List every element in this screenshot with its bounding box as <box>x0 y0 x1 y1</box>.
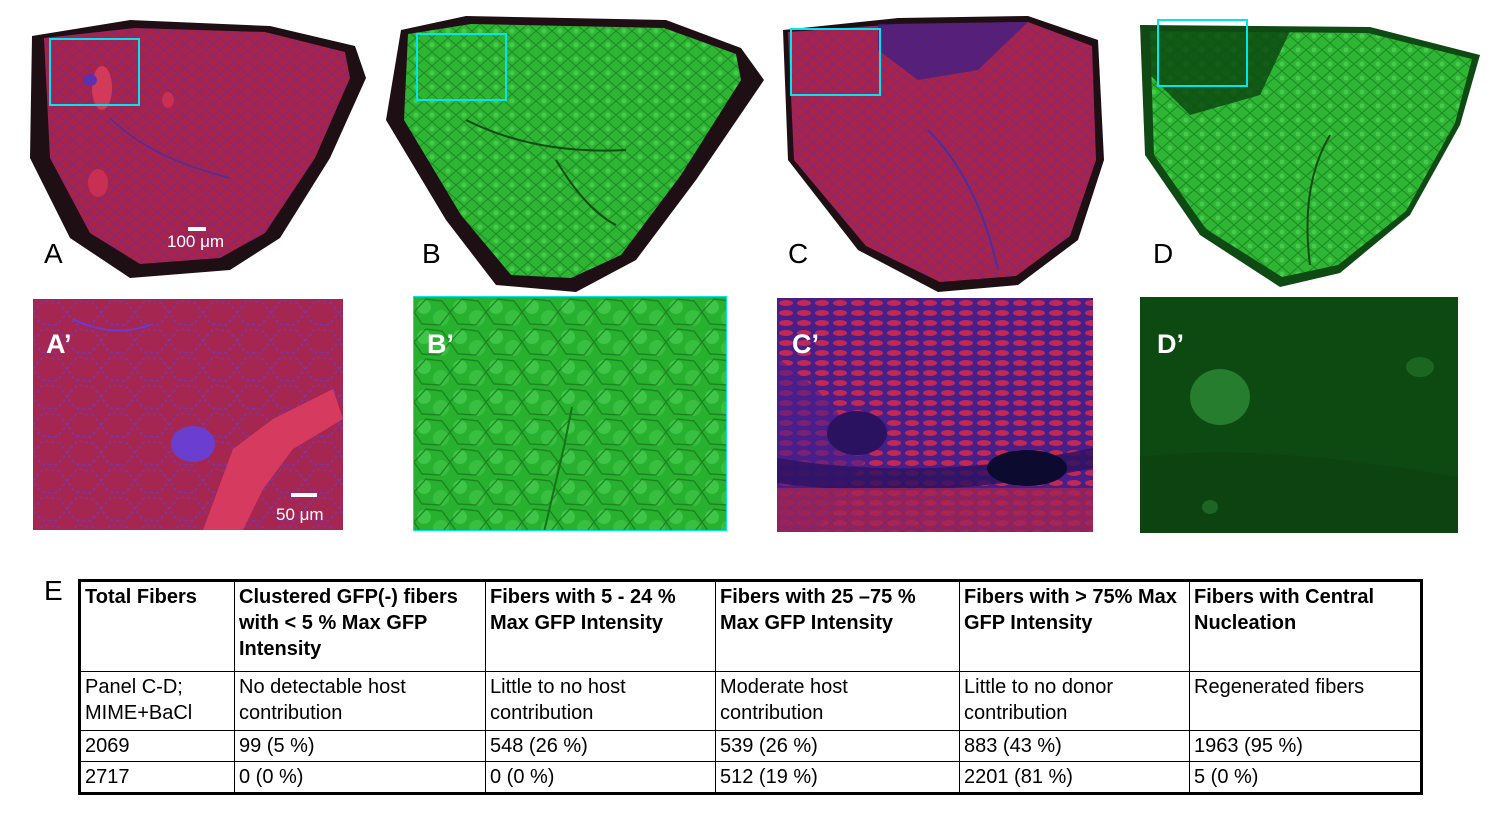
panel-b-image <box>376 10 766 295</box>
table-cell: 2717 <box>79 761 235 794</box>
panel-a-prime-scale-text: 50 μm <box>276 505 324 524</box>
table-cell: 0 (0 %) <box>234 761 486 794</box>
table-cell: Moderate host contribution <box>715 671 960 731</box>
panel-a-label: A <box>44 238 63 269</box>
header-total-fibers: Total Fibers <box>79 580 235 672</box>
panel-a-prime-label: A’ <box>46 329 72 359</box>
table-cell: 0 (0 %) <box>485 761 716 794</box>
table-cell: 5 (0 %) <box>1189 761 1422 794</box>
panel-b-inset-box <box>416 33 507 101</box>
panel-a-scale-text: 100 μm <box>167 232 225 251</box>
panel-d-inset-box <box>1157 19 1248 87</box>
table-cell: 99 (5 %) <box>234 730 486 762</box>
panel-e-label: E <box>44 575 63 606</box>
table-cell: 2069 <box>79 730 235 762</box>
header-clustered-gfp-neg: Clustered GFP(-) fibers with < 5 % Max G… <box>234 580 486 672</box>
panel-a-scale-bar <box>188 227 206 231</box>
table-cell: Regenerated fibers <box>1189 671 1422 731</box>
panel-a-image <box>10 8 380 288</box>
table-header-row: Total Fibers Clustered GFP(-) fibers wit… <box>79 580 1422 672</box>
panel-b-prime-image <box>413 296 727 531</box>
panel-d-label: D <box>1153 238 1174 269</box>
panel-b-label: B <box>422 238 441 269</box>
table-cell: 539 (26 %) <box>715 730 960 762</box>
header-central-nucleation: Fibers with Central Nucleation <box>1189 580 1422 672</box>
table-description-row: Panel C-D; MIME+BaCl No detectable host … <box>79 671 1422 731</box>
panel-d-prime-label: D’ <box>1157 329 1184 359</box>
panel-c-inset-box <box>790 28 881 96</box>
table-cell: Little to no donor contribution <box>959 671 1190 731</box>
table-cell: Little to no host contribution <box>485 671 716 731</box>
panel-a-inset-box <box>49 38 140 106</box>
table-cell: 512 (19 %) <box>715 761 960 794</box>
results-table: Total Fibers Clustered GFP(-) fibers wit… <box>78 579 1423 795</box>
table-cell: Panel C-D; MIME+BaCl <box>79 671 235 731</box>
panel-c-prime-image <box>777 298 1093 532</box>
panel-a-prime-scale-bar <box>291 493 317 497</box>
panel-a-prime-image <box>33 299 343 530</box>
panel-c-label: C <box>788 238 809 269</box>
table-row: 2069 99 (5 %) 548 (26 %) 539 (26 %) 883 … <box>79 730 1422 762</box>
header-5-24-percent: Fibers with 5 - 24 % Max GFP Intensity <box>485 580 716 672</box>
table-cell: No detectable host contribution <box>234 671 486 731</box>
table-cell: 548 (26 %) <box>485 730 716 762</box>
table-cell: 2201 (81 %) <box>959 761 1190 794</box>
panel-d-prime-image <box>1140 297 1458 533</box>
panel-c-prime-label: C’ <box>792 329 819 359</box>
table-cell: 883 (43 %) <box>959 730 1190 762</box>
panel-d-image <box>1130 15 1485 290</box>
panel-c-image <box>778 10 1108 293</box>
header-over-75-percent: Fibers with > 75% Max GFP Intensity <box>959 580 1190 672</box>
header-25-75-percent: Fibers with 25 –75 % Max GFP Intensity <box>715 580 960 672</box>
panel-b-prime-label: B’ <box>427 329 454 359</box>
table-cell: 1963 (95 %) <box>1189 730 1422 762</box>
table-row: 2717 0 (0 %) 0 (0 %) 512 (19 %) 2201 (81… <box>79 761 1422 794</box>
